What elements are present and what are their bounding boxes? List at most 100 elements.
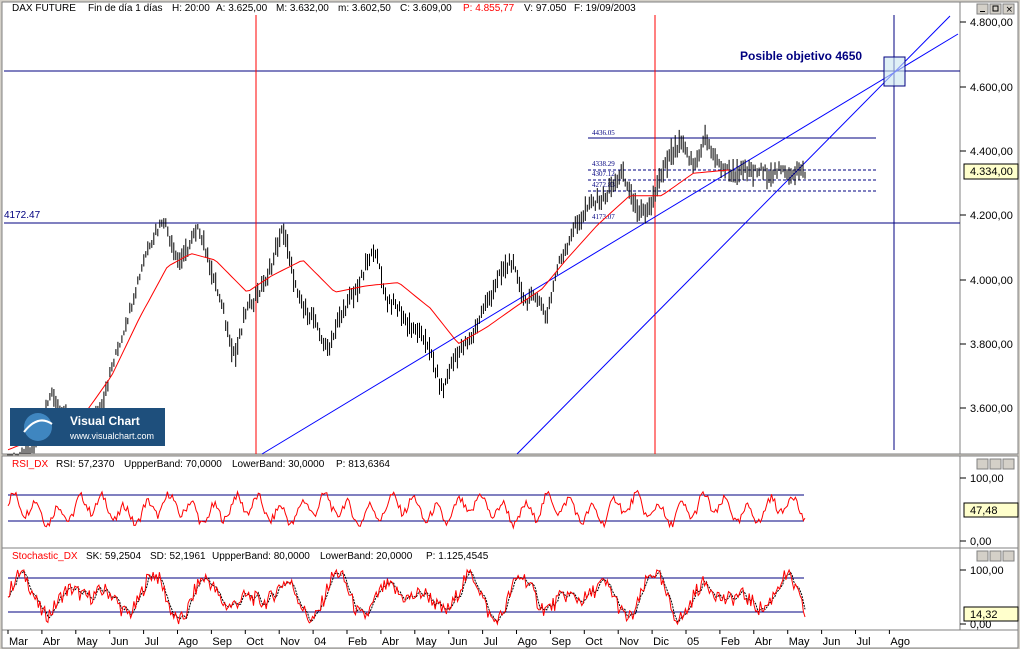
stoch-maximize-button[interactable]: [989, 550, 1002, 562]
x-axis-labels: Mar Abr May Jun Jul Ago Sep Oct Nov 04 Feb Abr May Ju…: [7, 630, 910, 648]
x-tick-label: Jul: [484, 636, 498, 648]
header-period: Fin de día 1 días: [88, 3, 163, 14]
rsi-close-button[interactable]: [1002, 458, 1015, 470]
trendline-lower: [516, 15, 951, 455]
x-tick-label: Dic: [653, 636, 669, 648]
x-tick-label: Abr: [43, 636, 60, 648]
x-tick-label: Ago: [179, 636, 199, 648]
stoch-close-button[interactable]: [1002, 550, 1015, 562]
stoch-sk: SK: 59,2504: [86, 551, 141, 562]
target-annotation: Posible objetivo 4650: [740, 49, 862, 63]
x-tick-label: May: [789, 636, 810, 648]
logo-url: www.visualchart.com: [69, 431, 154, 441]
stoch-plot-area[interactable]: [1, 547, 961, 631]
logo-arc-icon: [23, 419, 53, 433]
close-icon: ×: [1006, 5, 1014, 15]
x-tick-label: Abr: [755, 636, 772, 648]
rsi-name: RSI_DX: [12, 459, 48, 470]
x-tick-label: Sep: [212, 636, 232, 648]
rsi-line: [7, 489, 806, 530]
price-panel-controls: ×: [976, 3, 1015, 15]
x-tick-label: Ago: [890, 636, 910, 648]
rsi-tick-0: 0,00: [970, 536, 991, 548]
rsi-value: RSI: 57,2370: [56, 459, 115, 470]
y-tick-4200: 4.200,00: [970, 210, 1013, 222]
header-low: m: 3.602,50: [338, 3, 391, 14]
y-tick-4000: 4.000,00: [970, 275, 1013, 287]
stoch-tick-0: 0,00: [970, 619, 991, 631]
visual-chart-logo: Visual Chart www.visualchart.com: [10, 408, 165, 446]
stoch-upper: UppperBand: 80,0000: [212, 551, 310, 562]
rsi-panel-controls: [976, 458, 1015, 470]
stoch-p: P: 1.125,4545: [426, 551, 489, 562]
header-volume: V: 97.050: [524, 3, 567, 14]
stoch-lower: LowerBand: 20,0000: [320, 551, 413, 562]
header-close: C: 3.609,00: [400, 3, 452, 14]
x-tick-label: Oct: [246, 636, 263, 648]
header-high: M: 3.632,00: [276, 3, 329, 14]
x-tick-label: Sep: [551, 636, 571, 648]
maximize-icon: [992, 5, 999, 12]
y-tick-4800: 4.800,00: [970, 17, 1013, 29]
x-tick-label: Abr: [382, 636, 399, 648]
stoch-sd: SD: 52,1961: [150, 551, 206, 562]
x-tick-label: Ago: [518, 636, 538, 648]
x-tick-label: Nov: [619, 636, 639, 648]
x-tick-label: Jun: [823, 636, 841, 648]
rsi-y-axis: [959, 455, 1019, 549]
header-p: P: 4.855,77: [463, 3, 515, 14]
rsi-last-value: 47,48: [970, 505, 998, 517]
logo-title: Visual Chart: [70, 414, 140, 428]
y-tick-4600: 4.600,00: [970, 82, 1013, 94]
level-label-4: 4272.83: [592, 181, 615, 189]
price-plot-area[interactable]: [1, 1, 961, 455]
price-last-value: 4.334,00: [970, 166, 1013, 178]
header-symbol: DAX FUTURE: [12, 3, 76, 14]
stoch-minimize-button[interactable]: [976, 550, 989, 562]
x-tick-label: Feb: [348, 636, 367, 648]
close-button[interactable]: [1002, 3, 1015, 15]
stoch-last-value-box: [963, 606, 1019, 622]
y-tick-4400: 4.400,00: [970, 146, 1013, 158]
header-date: F: 19/09/2003: [574, 3, 636, 14]
y-tick-3600: 3.600,00: [970, 403, 1013, 415]
minimize-icon: [980, 11, 985, 12]
header-hour: H: 20:00: [172, 3, 210, 14]
rsi-tick-100: 100,00: [970, 473, 1004, 485]
stoch-name: Stochastic_DX: [12, 551, 78, 562]
x-tick-label: Nov: [280, 636, 300, 648]
x-tick-label: Oct: [585, 636, 602, 648]
rsi-last-value-box: [963, 502, 1019, 518]
minimize-button[interactable]: [976, 3, 989, 15]
price-y-axis: [959, 1, 1019, 455]
rsi-lower: LowerBand: 30,0000: [232, 459, 325, 470]
x-tick-label: Jun: [111, 636, 129, 648]
rsi-header: RSI_DX RSI: 57,2370 UppperBand: 70,0000 …: [12, 459, 390, 470]
rsi-maximize-button[interactable]: [989, 458, 1002, 470]
x-tick-label: Jul: [145, 636, 159, 648]
x-tick-label: Mar: [9, 636, 28, 648]
stoch-panel-controls: [976, 550, 1015, 562]
stoch-header: Stochastic_DX SK: 59,2504 SD: 52,1961 Up…: [12, 551, 489, 562]
price-y-ticks: 4.800,00 4.600,00 4.400,00 4.200,00 4.00…: [960, 17, 1013, 415]
stoch-sk-line: [7, 568, 806, 626]
price-last-value-box: [963, 163, 1019, 180]
level-label-3: 4307.12: [592, 170, 615, 178]
trendline-upper: [261, 33, 959, 455]
x-tick-label: Jul: [857, 636, 871, 648]
y-tick-3800: 3.800,00: [970, 339, 1013, 351]
rsi-upper: UppperBand: 70,0000: [124, 459, 222, 470]
x-tick-label: May: [416, 636, 437, 648]
maximize-button[interactable]: [989, 3, 1002, 15]
stoch-sd-line: [7, 569, 806, 623]
rsi-minimize-button[interactable]: [976, 458, 989, 470]
rsi-plot-area[interactable]: [1, 455, 961, 549]
stoch-tick-100: 100,00: [970, 565, 1004, 577]
x-tick-label: 04: [314, 636, 326, 648]
price-header: DAX FUTURE Fin de día 1 días H: 20:00 A:…: [12, 3, 636, 14]
stoch-last-value: 14,32: [970, 609, 998, 621]
level-label-1: 4436.05: [592, 129, 615, 137]
target-box[interactable]: [883, 56, 906, 87]
